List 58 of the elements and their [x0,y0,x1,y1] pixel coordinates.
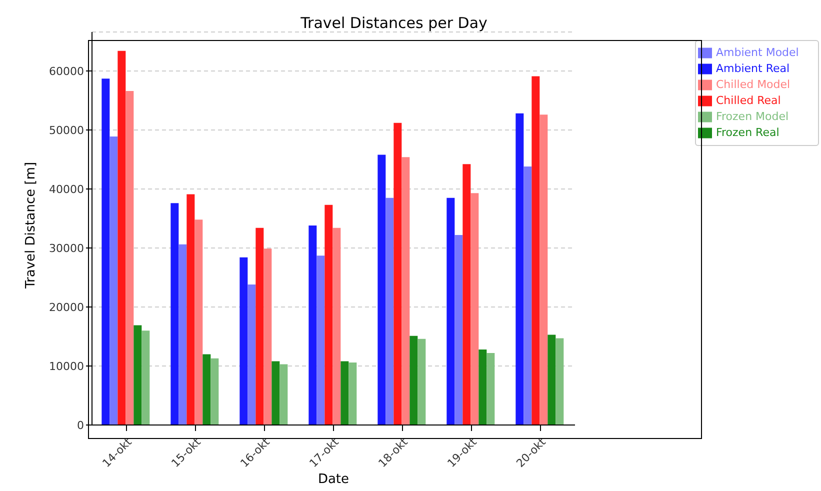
bar [264,248,272,425]
bar [402,157,410,425]
bar [524,166,532,425]
bar [118,50,126,425]
y-axis-title: Travel Distance [m] [24,162,39,290]
legend-label: Ambient Real [716,62,790,75]
bar [110,136,118,425]
bar [256,228,264,425]
bar [248,284,256,425]
chart-title: Travel Distances per Day [300,14,488,32]
bar [142,330,150,425]
legend-label: Frozen Real [716,126,780,139]
bar [556,338,564,425]
y-tick-label: 60000 [49,64,84,78]
bar [280,364,288,425]
bar [324,204,333,425]
y-tick-label: 20000 [49,300,84,314]
bar [410,336,418,425]
bar [240,257,248,425]
bar [316,256,325,425]
bar [470,193,479,425]
y-tick-label: 10000 [49,360,84,373]
legend-label: Chilled Real [716,94,781,107]
bar [340,361,349,425]
bar [126,91,134,425]
bar [272,361,280,425]
bar [540,114,548,425]
bar [308,226,317,425]
bar [202,354,211,425]
bar [446,198,455,425]
y-tick-label: 40000 [49,182,84,196]
bar [378,154,386,425]
legend-label: Frozen Model [716,110,789,123]
bar [418,338,426,425]
bar [178,244,187,425]
y-tick-label: 30000 [49,242,84,255]
bar [394,122,402,425]
bar [386,198,394,425]
bar [348,362,357,425]
legend-label: Ambient Model [716,46,799,59]
bar [186,194,195,425]
bar [210,358,219,425]
legend-label: Chilled Model [716,78,790,91]
bar [516,113,524,425]
bar [532,76,540,425]
bar [170,203,179,425]
bar [478,349,487,425]
bar [462,164,471,425]
bar [102,78,110,425]
y-tick-label: 50000 [49,124,84,137]
bar [454,234,463,425]
bar [194,220,203,425]
bar [332,228,341,425]
bar [486,353,495,425]
bar [134,325,142,425]
bar [548,334,556,425]
x-axis-title: Date [318,472,350,487]
y-tick-label: 0 [77,418,84,432]
